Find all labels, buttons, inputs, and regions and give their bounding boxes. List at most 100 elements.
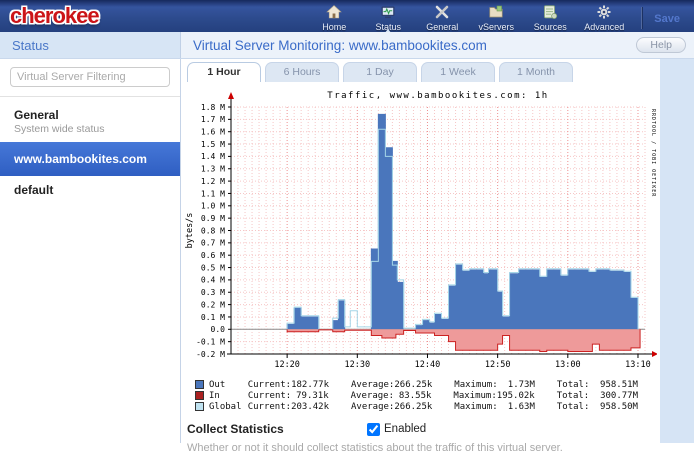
nav-item-vservers[interactable]: vServers bbox=[469, 1, 523, 32]
legend-value: 1.63M bbox=[507, 401, 535, 412]
svg-text:1.6 M: 1.6 M bbox=[201, 128, 225, 137]
sidebar-item-default[interactable]: default bbox=[0, 176, 180, 204]
svg-text:12:40: 12:40 bbox=[415, 360, 441, 370]
legend-value: 266.25k bbox=[394, 379, 433, 390]
legend-value: 266.25k bbox=[394, 401, 433, 412]
main-content: 1 Hour 6 Hours 1 Day 1 Week 1 Month -0.2 M -0… bbox=[181, 59, 660, 454]
svg-text:0.0: 0.0 bbox=[211, 325, 226, 334]
svg-text:1.3 M: 1.3 M bbox=[201, 165, 225, 174]
tab-1-day[interactable]: 1 Day bbox=[343, 62, 417, 82]
page-title: Virtual Server Monitoring: www.bambookit… bbox=[193, 37, 487, 53]
svg-text:13:00: 13:00 bbox=[555, 360, 581, 370]
rrd-graph: -0.2 M -0.1 M 0.0 0.1 M 0.2 M 0.3 M 0.4 M 0.5 M… bbox=[185, 91, 658, 370]
legend-col-label: Total: bbox=[556, 379, 590, 390]
legend-col-label: Maximum: bbox=[454, 401, 498, 412]
legend-row-in: In Current: 79.31k Average: 83.55k Maximum: 19… bbox=[195, 390, 660, 401]
collect-statistics-description: Whether or not it should collect statist… bbox=[187, 442, 563, 454]
svg-text:12:50: 12:50 bbox=[485, 360, 511, 370]
nav-item-advanced[interactable]: Advanced bbox=[577, 1, 631, 32]
legend-col-label: Current: bbox=[247, 390, 292, 401]
svg-text:0.2 M: 0.2 M bbox=[201, 300, 225, 309]
top-header: cherokee Home Status General vServers Source… bbox=[0, 0, 694, 34]
nav-item-label: General bbox=[426, 21, 459, 32]
svg-text:1.2 M: 1.2 M bbox=[201, 177, 225, 186]
main-nav: Home Status General vServers Sources Advanced bbox=[307, 1, 631, 34]
cherokee-logo[interactable]: cherokee bbox=[10, 3, 100, 28]
collect-statistics-section: Collect Statistics Enabled Whether or no… bbox=[187, 422, 660, 454]
time-range-tabs: 1 Hour 6 Hours 1 Day 1 Week 1 Month bbox=[187, 62, 660, 82]
nav-item-label: Home bbox=[322, 21, 347, 32]
legend-col-label: Average: bbox=[351, 379, 395, 390]
svg-text:0.3 M: 0.3 M bbox=[201, 288, 225, 297]
nav-item-sources[interactable]: Sources bbox=[523, 1, 577, 32]
chart-legend: Out Current: 182.77k Average: 266.25k Maximum… bbox=[195, 379, 660, 412]
legend-row-global: Global Current: 203.42k Average: 266.25k Maxi… bbox=[195, 401, 660, 412]
tab-1-month[interactable]: 1 Month bbox=[499, 62, 573, 82]
svg-text:1.7 M: 1.7 M bbox=[201, 115, 225, 124]
svg-text:bytes/s: bytes/s bbox=[185, 213, 195, 249]
legend-series-name: In bbox=[209, 390, 220, 401]
virtual-server-filter-input[interactable] bbox=[10, 67, 170, 87]
svg-text:0.7 M: 0.7 M bbox=[201, 239, 225, 248]
svg-text:0.6 M: 0.6 M bbox=[201, 251, 225, 260]
enabled-checkbox-group: Enabled bbox=[367, 422, 427, 436]
legend-swatch-in bbox=[195, 391, 204, 400]
legend-value: 203.42k bbox=[291, 401, 329, 412]
legend-value: 958.50M bbox=[600, 401, 638, 412]
tab-1-hour[interactable]: 1 Hour bbox=[187, 62, 261, 82]
legend-row-out: Out Current: 182.77k Average: 266.25k Maximum… bbox=[195, 379, 660, 390]
virtual-server-list: General System wide status www.bambookites… bbox=[0, 101, 180, 204]
nav-item-status[interactable]: Status bbox=[361, 1, 415, 34]
tab-6-hours[interactable]: 6 Hours bbox=[265, 62, 339, 82]
tab-1-week[interactable]: 1 Week bbox=[421, 62, 495, 82]
nav-item-label: Status bbox=[375, 21, 402, 32]
svg-text:1.5 M: 1.5 M bbox=[201, 140, 225, 149]
svg-text:0.9 M: 0.9 M bbox=[201, 214, 225, 223]
sidebar-item-www-bambookites-com[interactable]: www.bambookites.com bbox=[0, 142, 180, 176]
sidebar-title: Status bbox=[12, 37, 49, 53]
legend-col-label: Total: bbox=[556, 390, 590, 401]
legend-value: 300.77M bbox=[600, 390, 639, 401]
status-icon bbox=[379, 3, 397, 21]
nav-item-label: Sources bbox=[533, 21, 567, 32]
legend-col-label: Current: bbox=[247, 401, 292, 412]
help-button[interactable]: Help bbox=[636, 37, 686, 53]
sidebar-item-label: General bbox=[14, 108, 59, 122]
legend-col-label: Maximum: bbox=[454, 379, 498, 390]
legend-value: 182.77k bbox=[291, 379, 329, 390]
collect-statistics-checkbox[interactable] bbox=[367, 422, 380, 436]
content-header: Virtual Server Monitoring: www.bambookit… bbox=[181, 32, 694, 58]
gear-icon bbox=[595, 3, 613, 21]
legend-swatch-out bbox=[195, 380, 204, 389]
folder-icon bbox=[487, 3, 505, 21]
title-band: Status Virtual Server Monitoring: www.ba… bbox=[0, 32, 694, 59]
legend-col-label: Average: bbox=[350, 390, 394, 401]
legend-series-name: Global bbox=[209, 401, 242, 412]
legend-value: 83.55k bbox=[398, 390, 432, 401]
svg-text:Traffic, www.bambookites.com:: Traffic, www.bambookites.com: 1h bbox=[327, 91, 548, 101]
sidebar-item-sublabel: System wide status bbox=[14, 123, 105, 135]
nav-divider bbox=[641, 6, 643, 29]
svg-text:13:10: 13:10 bbox=[625, 360, 651, 370]
nav-item-label: Advanced bbox=[584, 21, 625, 32]
svg-text:1.1 M: 1.1 M bbox=[201, 189, 225, 198]
svg-text:0.4 M: 0.4 M bbox=[201, 276, 225, 285]
filter-section bbox=[0, 59, 180, 97]
sidebar-item-label: www.bambookites.com bbox=[14, 152, 147, 166]
sidebar-item-general[interactable]: General System wide status bbox=[0, 101, 180, 142]
legend-value: 1.73M bbox=[507, 379, 535, 390]
home-icon bbox=[325, 3, 343, 21]
legend-value: 958.51M bbox=[600, 379, 638, 390]
svg-text:1.8 M: 1.8 M bbox=[201, 103, 225, 112]
enabled-label: Enabled bbox=[384, 423, 427, 435]
svg-text:12:20: 12:20 bbox=[274, 360, 300, 370]
legend-series-name: Out bbox=[209, 379, 226, 390]
page-background-strip bbox=[660, 59, 694, 443]
nav-item-label: vServers bbox=[478, 21, 515, 32]
nav-item-home[interactable]: Home bbox=[307, 1, 361, 32]
traffic-chart: -0.2 M -0.1 M 0.0 0.1 M 0.2 M 0.3 M 0.4 M 0.5 M… bbox=[183, 88, 660, 377]
save-button[interactable]: Save bbox=[654, 13, 680, 25]
nav-item-general[interactable]: General bbox=[415, 1, 469, 32]
svg-text:1.0 M: 1.0 M bbox=[201, 202, 225, 211]
